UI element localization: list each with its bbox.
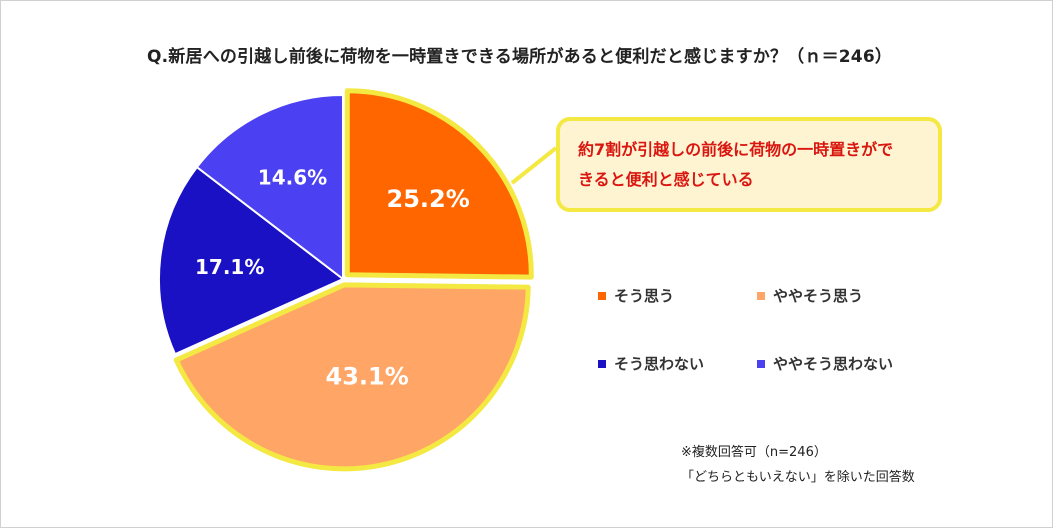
legend-label-sou-omou: そう思う <box>614 287 675 305</box>
pie-value-label-2: 43.1% <box>326 362 409 390</box>
callout-box: 約7割が引越しの前後に荷物の一時置きがで きると便利と感じている <box>556 117 942 212</box>
callout-line-1: 約7割が引越しの前後に荷物の一時置きがで <box>578 140 894 159</box>
legend-item-sou-omowanai: そう思わない <box>598 353 704 374</box>
legend-label-yaya-sou-omowanai: ややそう思わない <box>773 355 894 373</box>
legend-label-sou-omowanai: そう思わない <box>614 355 705 373</box>
callout-leader-line <box>510 146 558 185</box>
legend-item-sou-omou: そう思う <box>598 285 674 306</box>
pie-value-label-3: 17.1% <box>195 255 264 279</box>
legend-swatch-yaya-sou-omowanai <box>757 359 765 368</box>
legend-swatch-sou-omou <box>598 291 606 300</box>
note-line-1: ※複数回答可（n=246） <box>681 445 827 460</box>
pie-slice-4 <box>195 94 344 280</box>
pie-slice-1 <box>344 88 534 280</box>
pie-slice-3 <box>158 166 344 356</box>
chart-title: Q.新居への引越し前後に荷物を一時置きできる場所があると便利だと感じますか？（ｎ… <box>147 47 893 67</box>
note-line-2: 「どちらともいえない」を除いた回答数 <box>681 470 915 485</box>
legend-swatch-sou-omowanai <box>598 359 606 368</box>
callout-line-2: きると便利と感じている <box>578 170 754 189</box>
pie-value-label-1: 25.2% <box>387 185 470 213</box>
pie-value-label-4: 14.6% <box>258 166 327 190</box>
pie-slice-2 <box>173 282 531 472</box>
legend-label-yaya-sou-omou: ややそう思う <box>773 287 864 305</box>
legend-item-yaya-sou-omowanai: ややそう思わない <box>757 353 893 374</box>
legend-swatch-yaya-sou-omou <box>757 291 765 300</box>
legend-item-yaya-sou-omou: ややそう思う <box>757 285 863 306</box>
